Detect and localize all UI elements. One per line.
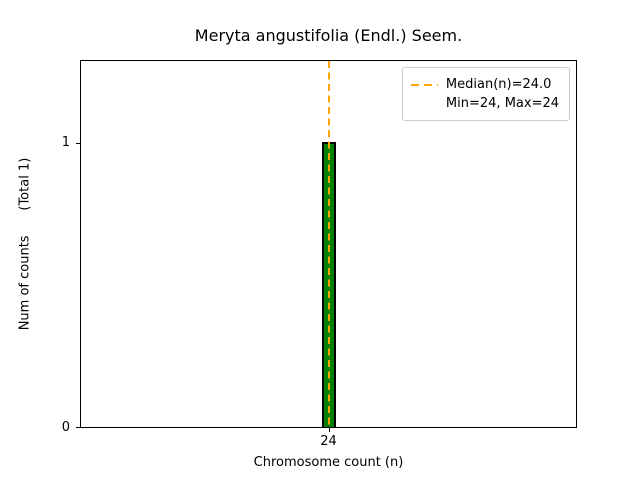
y-tick-label-0: 0 (61, 420, 70, 435)
median-line (327, 61, 330, 427)
plot-area: Median(n)=24.0 Min=24, Max=24 (80, 60, 577, 428)
y-tick-mark-1 (76, 142, 80, 144)
legend-median-label: Median(n)=24.0 (445, 77, 552, 92)
legend-row-median: Median(n)=24.0 (410, 75, 559, 94)
y-tick-label-1: 1 (61, 134, 70, 150)
x-tick-mark-24 (328, 428, 330, 432)
legend-minmax-label: Min=24, Max=24 (445, 96, 559, 111)
y-tick-mark-0 (76, 427, 80, 428)
legend-row-minmax: Min=24, Max=24 (411, 94, 559, 113)
chart-title: Meryta angustifolia (Endl.) Seem. (194, 26, 463, 45)
x-tick-label-24: 24 (320, 434, 337, 449)
legend: Median(n)=24.0 Min=24, Max=24 (401, 67, 570, 121)
median-dashed-line-icon (410, 83, 438, 86)
y-axis-label: Num of counts (Total 1) (17, 157, 33, 331)
x-axis-label: Chromosome count (n) (253, 455, 404, 470)
